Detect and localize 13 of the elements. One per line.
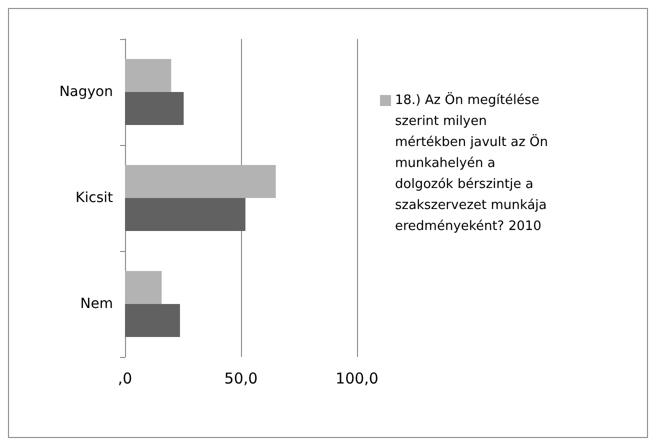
bar	[125, 271, 162, 304]
y-tick-label: Nagyon	[59, 84, 113, 100]
bar	[125, 198, 246, 231]
x-tick-label: 100,0	[336, 370, 378, 388]
x-tick-label: ,0	[118, 370, 132, 388]
legend-label: 18.) Az Ön megítélése szerint milyen mértékben javult az Ön munkahelyén a dolgozók bérszintje a szakszervezet munkája eredményeként? 2010	[395, 91, 549, 236]
y-tick-label: Nem	[80, 296, 113, 312]
y-tick-label: Kicsit	[76, 190, 114, 206]
x-tick-label: 50,0	[224, 370, 258, 388]
bar	[125, 304, 180, 337]
bar	[125, 92, 184, 125]
bar	[125, 59, 172, 92]
bar	[125, 165, 276, 198]
